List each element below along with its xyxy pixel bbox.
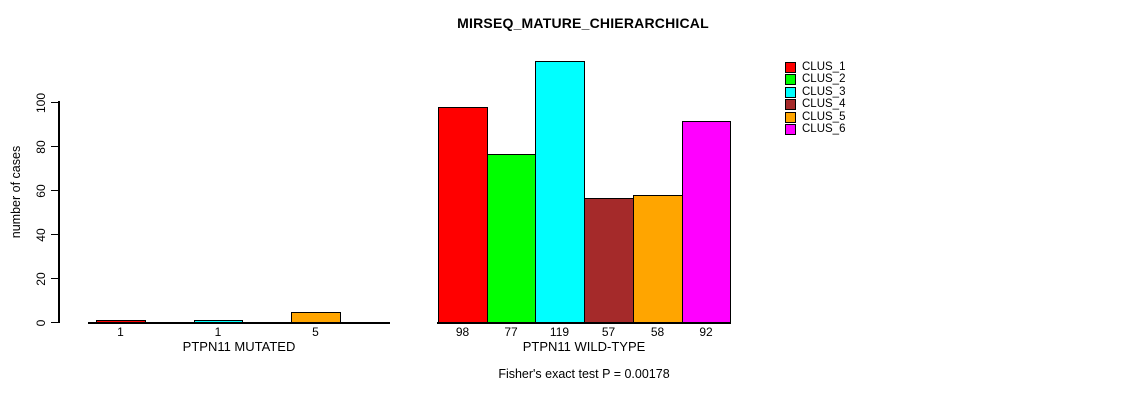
bar-value-label: 77 (504, 325, 518, 339)
legend-entry: CLUS_5 (785, 110, 865, 124)
legend-label: CLUS_5 (802, 110, 846, 123)
bar-clus_6 (682, 121, 731, 323)
legend-entry: CLUS_1 (785, 61, 865, 74)
y-tick-label: 20 (34, 272, 48, 286)
legend-swatch-clus_2 (785, 74, 796, 86)
y-tick-label: 100 (34, 92, 48, 114)
bar-value-label: 5 (312, 325, 319, 339)
legend-entry: CLUS_6 (785, 123, 865, 136)
legend-swatch-clus_3 (785, 86, 796, 98)
y-tick-mark (51, 278, 58, 280)
legend-label: CLUS_3 (802, 85, 846, 98)
chart-title: MIRSEQ_MATURE_CHIERARCHICAL (457, 15, 709, 31)
y-axis-line (58, 101, 60, 323)
bar-clus_5 (291, 312, 341, 323)
bar-clus_3 (535, 61, 585, 323)
y-tick-mark (51, 190, 58, 192)
legend-swatch-clus_1 (785, 62, 796, 73)
fisher-test-note: Fisher's exact test P = 0.00178 (498, 367, 670, 381)
y-tick-mark (51, 234, 58, 236)
legend-swatch-clus_4 (785, 99, 796, 111)
bar-value-label: 57 (601, 325, 616, 339)
group-label: PTPN11 MUTATED (182, 339, 296, 354)
bar-value-label: 92 (699, 325, 713, 339)
y-tick-mark (51, 322, 58, 324)
y-tick-label: 60 (34, 184, 48, 198)
legend-entry: CLUS_2 (785, 74, 865, 86)
group-label: PTPN11 WILD-TYPE (522, 339, 646, 354)
bar-value-label: 98 (455, 325, 470, 339)
y-axis-label: number of cases (9, 145, 23, 239)
bar-clus_2 (487, 154, 536, 323)
legend-swatch-clus_5 (785, 111, 796, 123)
bar-value-label: 1 (117, 325, 124, 339)
bar-clus_1 (96, 320, 146, 323)
y-tick-mark (51, 102, 58, 104)
y-tick-label: 40 (34, 228, 48, 242)
legend-swatch-clus_6 (785, 124, 796, 135)
legend-label: CLUS_1 (802, 61, 846, 73)
legend-entry: CLUS_4 (785, 98, 865, 111)
legend-label: CLUS_6 (802, 123, 846, 135)
bar-value-label: 119 (549, 325, 570, 339)
bar-clus_4 (584, 198, 634, 323)
y-tick-label: 80 (34, 140, 48, 154)
bar-value-label: 1 (214, 325, 222, 339)
legend-label: CLUS_4 (802, 98, 846, 111)
bar-clus_3 (194, 320, 243, 323)
legend-label: CLUS_2 (802, 73, 846, 86)
bar-value-label: 58 (650, 325, 665, 339)
bar-clus_5 (633, 195, 683, 323)
bar-clus_1 (438, 107, 488, 323)
legend-entry: CLUS_3 (785, 85, 865, 99)
y-tick-label: 0 (34, 319, 48, 327)
y-tick-mark (51, 146, 58, 148)
